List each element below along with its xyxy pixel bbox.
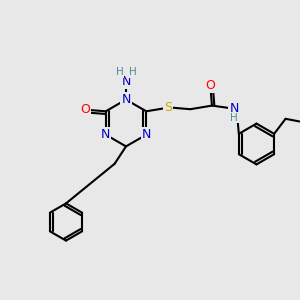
Text: O: O [80, 103, 90, 116]
Text: S: S [164, 101, 172, 114]
Text: H: H [129, 67, 136, 77]
Text: O: O [206, 79, 215, 92]
Text: N: N [121, 75, 131, 88]
Text: H: H [230, 112, 238, 123]
Text: N: N [121, 93, 131, 106]
Text: H: H [116, 67, 123, 77]
Text: N: N [142, 128, 151, 141]
Text: N: N [230, 101, 239, 115]
Text: N: N [101, 128, 110, 141]
